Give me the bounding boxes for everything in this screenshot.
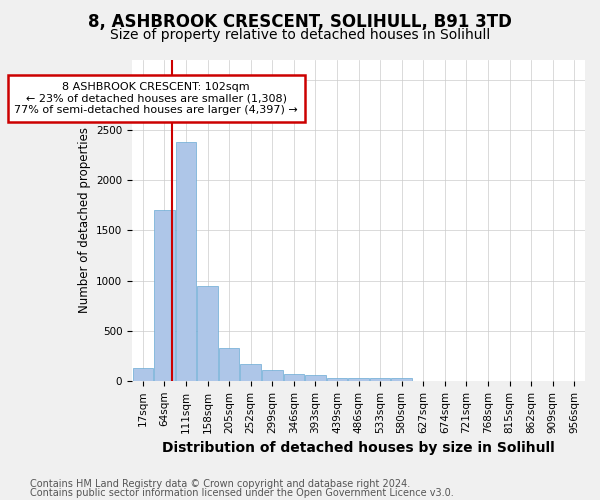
Text: Contains HM Land Registry data © Crown copyright and database right 2024.: Contains HM Land Registry data © Crown c…	[30, 479, 410, 489]
Bar	[133, 368, 153, 381]
Text: Size of property relative to detached houses in Solihull: Size of property relative to detached ho…	[110, 28, 490, 42]
Text: 8, ASHBROOK CRESCENT, SOLIHULL, B91 3TD: 8, ASHBROOK CRESCENT, SOLIHULL, B91 3TD	[88, 12, 512, 30]
Bar	[176, 142, 196, 381]
Bar	[391, 378, 412, 381]
Bar	[262, 370, 283, 381]
Bar	[327, 378, 347, 381]
Bar	[197, 286, 218, 381]
X-axis label: Distribution of detached houses by size in Solihull: Distribution of detached houses by size …	[162, 441, 555, 455]
Bar	[219, 348, 239, 381]
Text: Contains public sector information licensed under the Open Government Licence v3: Contains public sector information licen…	[30, 488, 454, 498]
Bar	[370, 378, 391, 381]
Bar	[241, 364, 261, 381]
Bar	[284, 374, 304, 381]
Bar	[154, 210, 175, 381]
Text: 8 ASHBROOK CRESCENT: 102sqm
← 23% of detached houses are smaller (1,308)
77% of : 8 ASHBROOK CRESCENT: 102sqm ← 23% of det…	[14, 82, 298, 116]
Bar	[348, 378, 369, 381]
Bar	[305, 376, 326, 381]
Y-axis label: Number of detached properties: Number of detached properties	[77, 128, 91, 314]
